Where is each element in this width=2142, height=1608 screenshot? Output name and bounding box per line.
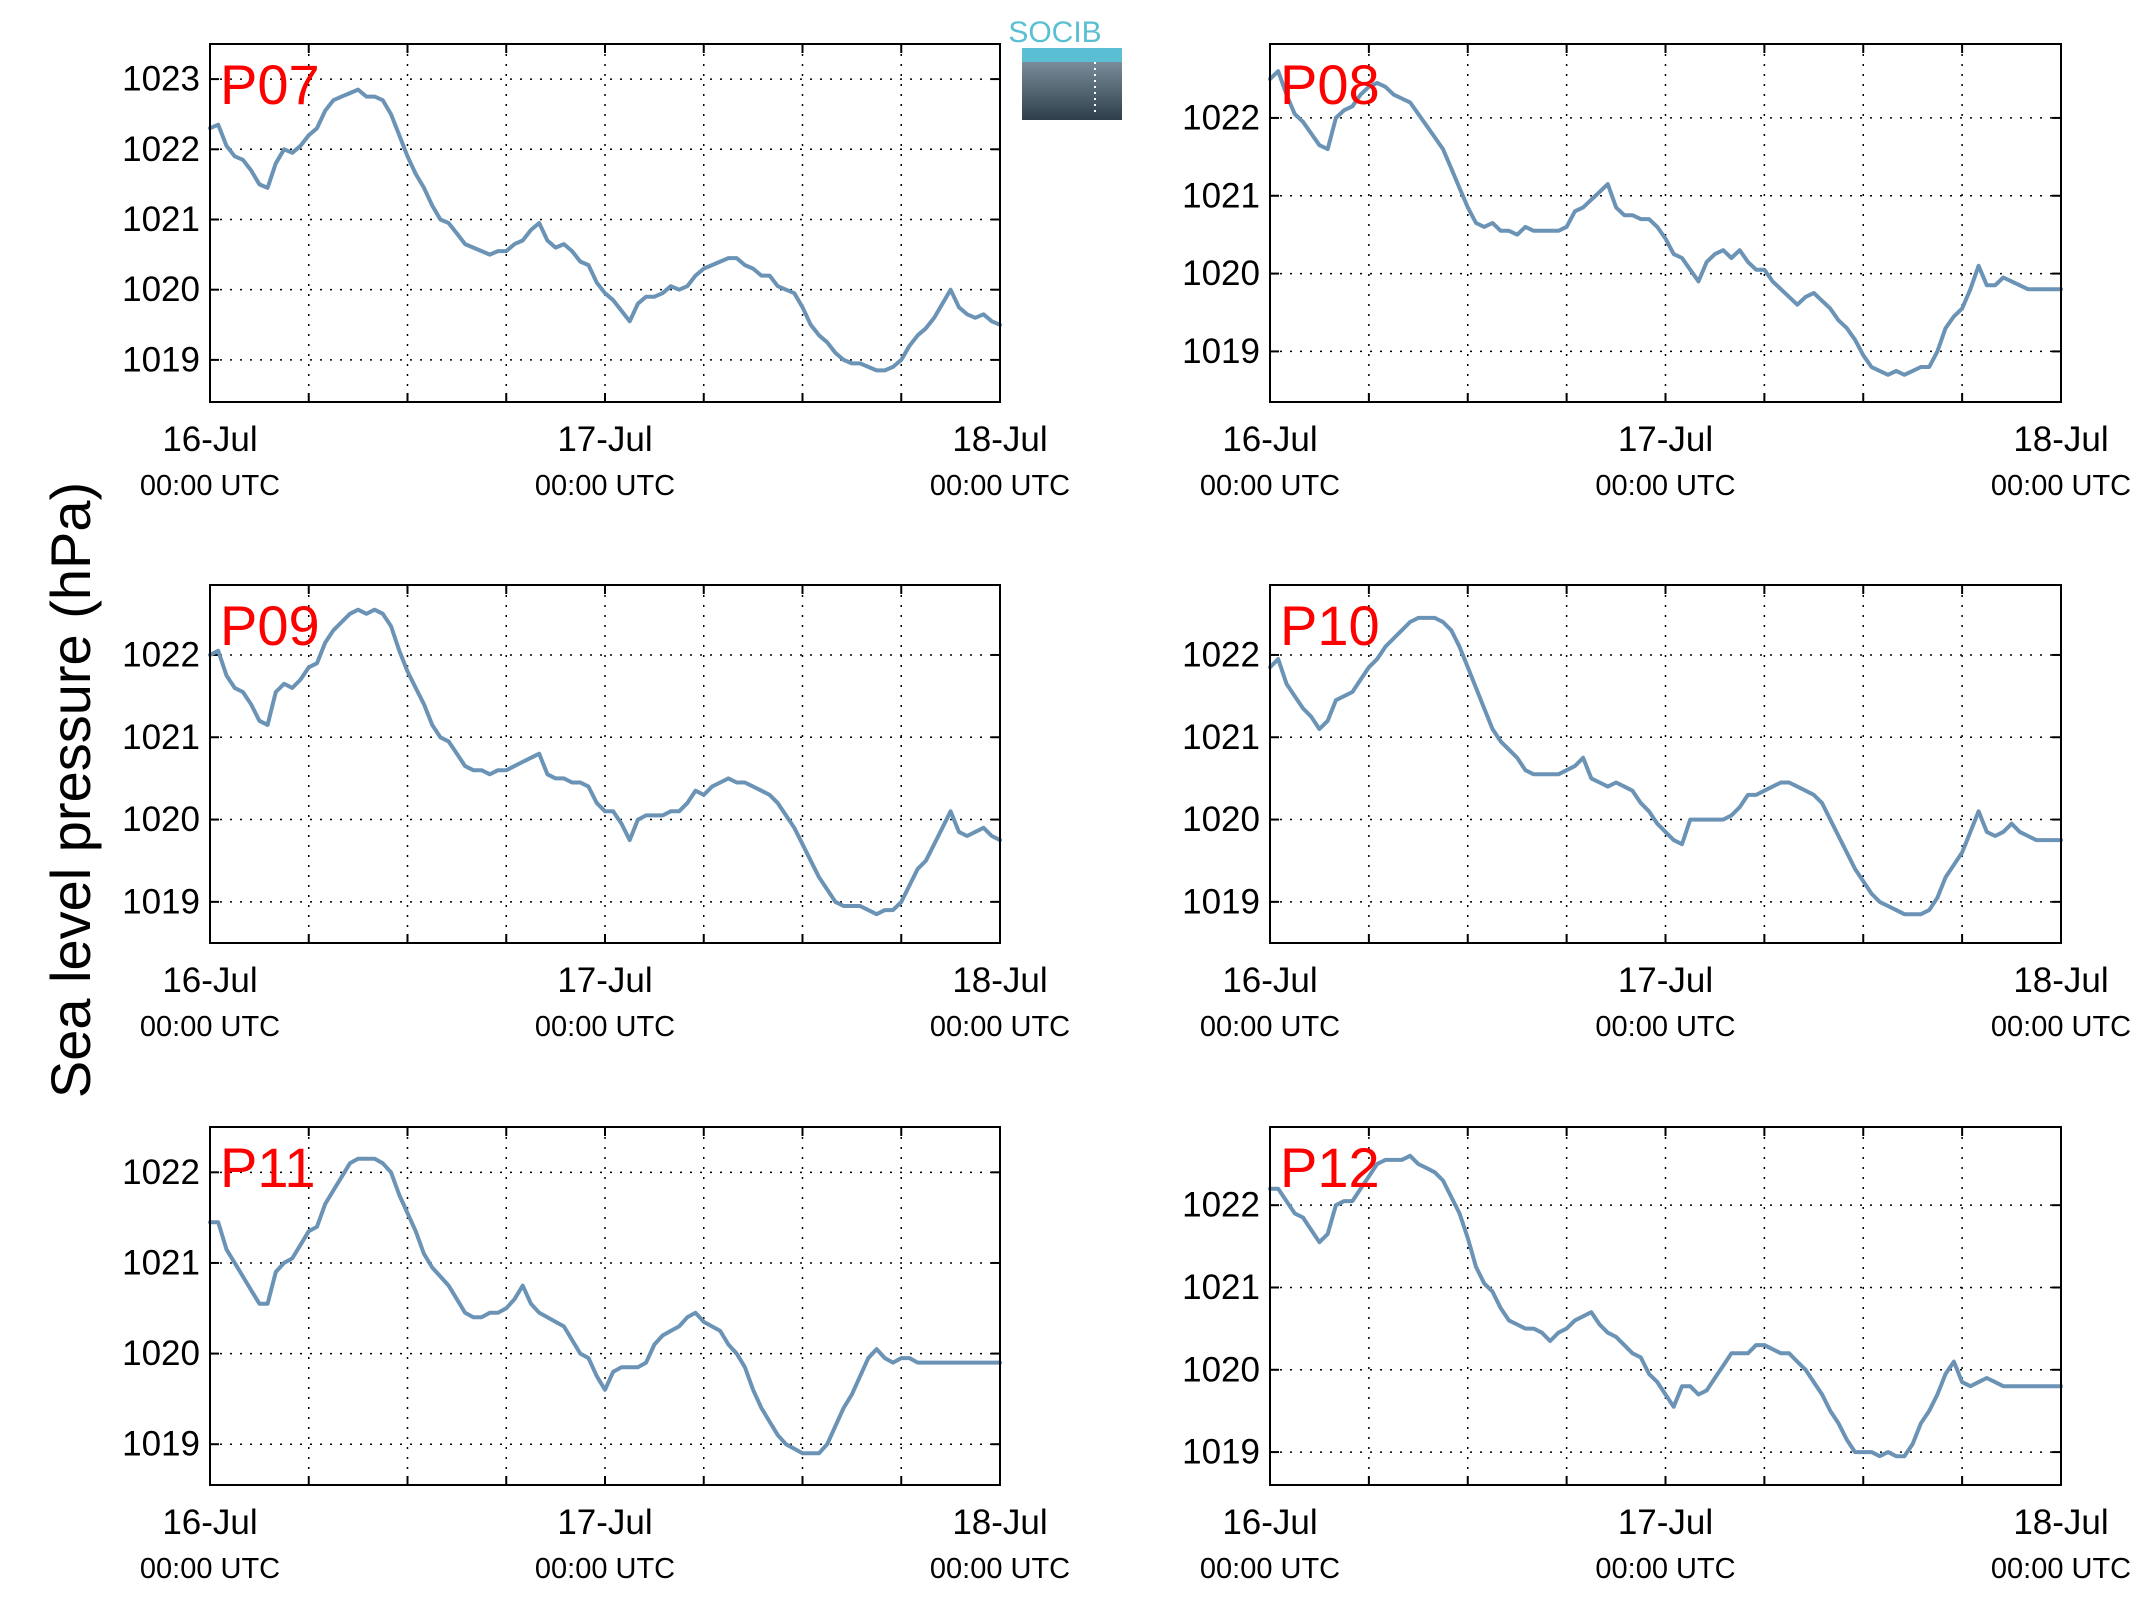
panel-p11: 1019 1020 1021 1022 16-Jul 00:00 UTC 17-Jul 00:…: [122, 1126, 1070, 1585]
x-tick-sublabel: 00:00 UTC: [930, 1011, 1070, 1043]
series-line-p07: [208, 87, 1002, 373]
x-tick-label: 17-Jul: [557, 961, 652, 1000]
y-tick-label: 1021: [122, 200, 200, 239]
x-tick-sublabel: 00:00 UTC: [535, 1553, 675, 1585]
y-tick-label: 1020: [1182, 254, 1260, 293]
panel-title-p12: P12: [1280, 1136, 1380, 1199]
y-tick-label: 1021: [1182, 1268, 1260, 1307]
y-tick-label: 1021: [1182, 718, 1260, 757]
socib-logo-band: [1022, 48, 1122, 62]
axes-frame: [1269, 43, 2062, 403]
series-line-p11: [208, 1156, 1002, 1456]
panel-p07: 1019 1020 1021 1022 1023 16-Jul 00:00 UTC 17-Ju…: [122, 43, 1070, 502]
x-tick-sublabel: 00:00 UTC: [1991, 470, 2131, 502]
y-tick-label: 1020: [122, 270, 200, 309]
x-tick-sublabel: 00:00 UTC: [140, 1011, 280, 1043]
x-tick-label: 18-Jul: [2013, 420, 2108, 459]
axes-frame: [1269, 584, 2062, 944]
panel-p08: 1019 1020 1021 1022 16-Jul 00:00 UTC 17-Jul 00:…: [1182, 43, 2131, 502]
y-tick-label: 1023: [122, 60, 200, 99]
y-tick-label: 1020: [122, 1334, 200, 1373]
x-tick-label: 17-Jul: [557, 1503, 652, 1542]
x-tick-sublabel: 00:00 UTC: [1991, 1553, 2131, 1585]
y-tick-label: 1021: [1182, 176, 1260, 215]
panel-title-p09: P09: [220, 594, 320, 657]
series-line-p10: [1268, 615, 2063, 917]
y-tick-label: 1019: [1182, 332, 1260, 371]
y-tick-label: 1021: [122, 718, 200, 757]
x-tick-sublabel: 00:00 UTC: [140, 470, 280, 502]
axes-frame: [209, 1126, 1001, 1486]
x-tick-label: 16-Jul: [162, 420, 257, 459]
series-line-p08: [1268, 69, 2063, 377]
panel-p10: 1019 1020 1021 1022 16-Jul 00:00 UTC 17-Jul 00:…: [1182, 584, 2131, 1043]
series-line-p09: [208, 607, 1002, 917]
x-tick-sublabel: 00:00 UTC: [1595, 470, 1735, 502]
x-tick-sublabel: 00:00 UTC: [140, 1553, 280, 1585]
x-tick-sublabel: 00:00 UTC: [535, 470, 675, 502]
x-tick-sublabel: 00:00 UTC: [1200, 1011, 1340, 1043]
panel-p12: 1019 1020 1021 1022 16-Jul 00:00 UTC 17-Jul 00:…: [1182, 1126, 2131, 1585]
figure-ylabel: Sea level pressure (hPa): [39, 482, 102, 1098]
y-tick-label: 1021: [122, 1243, 200, 1282]
x-tick-label: 17-Jul: [1618, 420, 1713, 459]
y-tick-label: 1022: [1182, 635, 1260, 674]
x-tick-label: 16-Jul: [1222, 420, 1317, 459]
series-line-p12: [1268, 1153, 2063, 1459]
axes-frame: [1269, 1126, 2062, 1486]
y-tick-label: 1022: [1182, 1186, 1260, 1225]
socib-logo-text: SOCIB: [1008, 16, 1101, 49]
x-tick-label: 18-Jul: [2013, 961, 2108, 1000]
y-tick-label: 1019: [1182, 882, 1260, 921]
x-tick-sublabel: 00:00 UTC: [1200, 1553, 1340, 1585]
x-tick-label: 17-Jul: [1618, 1503, 1713, 1542]
y-tick-label: 1020: [122, 800, 200, 839]
socib-logo: SOCIB: [1008, 16, 1122, 120]
x-tick-label: 16-Jul: [162, 961, 257, 1000]
x-tick-label: 16-Jul: [1222, 961, 1317, 1000]
x-tick-label: 18-Jul: [952, 961, 1047, 1000]
x-tick-sublabel: 00:00 UTC: [1200, 470, 1340, 502]
x-tick-label: 17-Jul: [1618, 961, 1713, 1000]
y-tick-label: 1019: [122, 882, 200, 921]
panel-title-p11: P11: [220, 1136, 315, 1199]
x-tick-label: 16-Jul: [162, 1503, 257, 1542]
axes-frame: [209, 43, 1001, 403]
x-tick-label: 18-Jul: [952, 420, 1047, 459]
panels: 1019 1020 1021 1022 1023 16-Jul 00:00 UTC 17-Ju…: [122, 43, 2131, 1585]
x-tick-sublabel: 00:00 UTC: [535, 1011, 675, 1043]
x-tick-label: 18-Jul: [2013, 1503, 2108, 1542]
y-tick-label: 1020: [1182, 1350, 1260, 1389]
y-tick-label: 1022: [122, 130, 200, 169]
y-tick-label: 1022: [122, 1153, 200, 1192]
panel-title-p10: P10: [1280, 594, 1380, 657]
y-tick-label: 1019: [122, 1425, 200, 1464]
y-tick-label: 1022: [122, 635, 200, 674]
x-tick-sublabel: 00:00 UTC: [930, 1553, 1070, 1585]
panel-p09: 1019 1020 1021 1022 16-Jul 00:00 UTC 17-Jul 00:…: [122, 584, 1070, 1043]
x-tick-label: 16-Jul: [1222, 1503, 1317, 1542]
axes-frame: [209, 584, 1001, 944]
x-tick-sublabel: 00:00 UTC: [930, 470, 1070, 502]
y-tick-label: 1019: [122, 340, 200, 379]
y-tick-label: 1022: [1182, 98, 1260, 137]
socib-logo-block: [1022, 62, 1122, 120]
x-tick-label: 17-Jul: [557, 420, 652, 459]
panel-title-p07: P07: [220, 53, 320, 116]
y-tick-label: 1020: [1182, 800, 1260, 839]
x-tick-sublabel: 00:00 UTC: [1991, 1011, 2131, 1043]
panel-title-p08: P08: [1280, 53, 1380, 116]
x-tick-sublabel: 00:00 UTC: [1595, 1011, 1735, 1043]
y-tick-label: 1019: [1182, 1433, 1260, 1472]
x-tick-sublabel: 00:00 UTC: [1595, 1553, 1735, 1585]
x-tick-label: 18-Jul: [952, 1503, 1047, 1542]
